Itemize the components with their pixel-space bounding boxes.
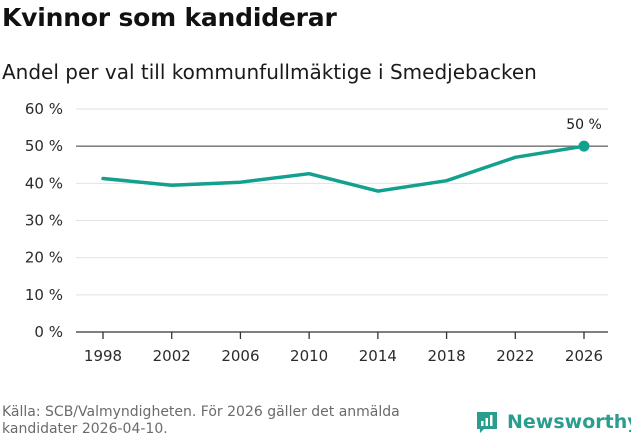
y-tick-label: 60 %	[25, 100, 63, 118]
brand-name: Newsworthy	[507, 411, 631, 433]
x-tick-label: 2002	[153, 347, 191, 365]
chart-title: Kvinnor som kandiderar	[2, 3, 337, 32]
source-note: Källa: SCB/Valmyndigheten. För 2026 gäll…	[2, 404, 400, 437]
x-tick-label: 1998	[84, 347, 122, 365]
y-tick-label: 0 %	[34, 323, 63, 341]
x-tick-label: 2022	[496, 347, 534, 365]
x-tick-label: 2018	[427, 347, 465, 365]
series-line	[101, 144, 586, 193]
brand-logo: Newsworthy	[475, 407, 631, 437]
bar-chart-icon	[477, 412, 497, 433]
x-tick-label: 2006	[221, 347, 259, 365]
line-chart: 0 % 10 % 20 % 30 % 40 % 50 % 60 % 1998 2002 2006 2…	[25, 100, 608, 365]
y-tick-label: 20 %	[25, 249, 63, 267]
y-tick-label: 50 %	[25, 137, 63, 155]
x-tick-label: 2026	[565, 347, 603, 365]
y-tick-label: 30 %	[25, 212, 63, 230]
chart-subtitle: Andel per val till kommunfullmäktige i S…	[2, 60, 537, 84]
x-tick-label: 2014	[359, 347, 397, 365]
data-label-2026: 50 %	[566, 117, 602, 133]
x-tick-label: 2010	[290, 347, 328, 365]
y-tick-label: 10 %	[25, 286, 63, 304]
data-point-2026	[578, 140, 590, 152]
y-tick-label: 40 %	[25, 174, 63, 192]
